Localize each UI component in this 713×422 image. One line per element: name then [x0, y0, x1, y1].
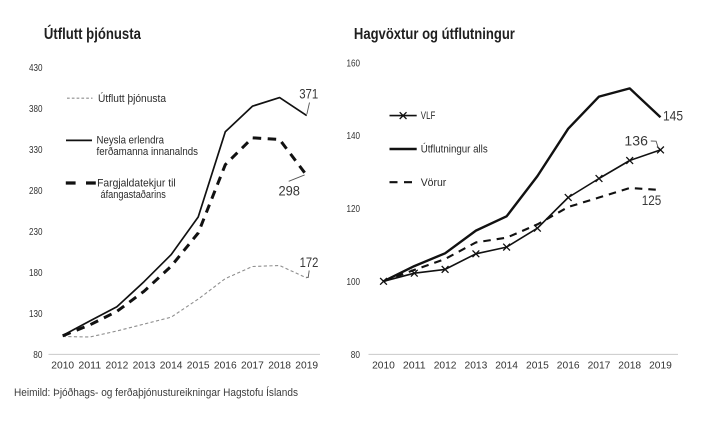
svg-text:100: 100 — [347, 277, 361, 288]
svg-text:Vörur: Vörur — [421, 177, 447, 189]
svg-text:Fargjaldatekjur til: Fargjaldatekjur til — [97, 177, 176, 189]
svg-text:ferðamanna innanalnds: ferðamanna innanalnds — [97, 146, 199, 158]
svg-text:80: 80 — [33, 350, 42, 361]
svg-text:2012: 2012 — [434, 361, 457, 372]
svg-text:280: 280 — [29, 186, 43, 197]
svg-text:2011: 2011 — [403, 361, 426, 372]
svg-text:2015: 2015 — [526, 361, 549, 372]
svg-text:130: 130 — [29, 309, 43, 320]
svg-text:140: 140 — [347, 131, 361, 142]
svg-text:2019: 2019 — [649, 361, 672, 372]
svg-text:Neysla erlendra: Neysla erlendra — [97, 134, 165, 146]
svg-text:160: 160 — [347, 58, 361, 69]
svg-text:145: 145 — [663, 107, 683, 123]
svg-text:2017: 2017 — [588, 361, 611, 372]
svg-text:180: 180 — [29, 268, 43, 279]
svg-text:2014: 2014 — [160, 361, 183, 372]
svg-text:2019: 2019 — [295, 361, 318, 372]
svg-text:298: 298 — [278, 182, 300, 198]
svg-text:430: 430 — [29, 63, 43, 74]
svg-text:2018: 2018 — [618, 361, 641, 372]
svg-text:2018: 2018 — [268, 361, 291, 372]
svg-text:Heimild: Þjóðhags- og ferðaþjó: Heimild: Þjóðhags- og ferðaþjónustureikn… — [14, 386, 299, 399]
svg-text:125: 125 — [642, 192, 662, 208]
svg-text:2017: 2017 — [241, 361, 264, 372]
svg-text:VLF: VLF — [421, 110, 436, 122]
svg-text:120: 120 — [347, 204, 361, 215]
svg-text:2015: 2015 — [187, 361, 210, 372]
svg-text:Útflutningur alls: Útflutningur alls — [421, 143, 488, 156]
svg-text:2010: 2010 — [372, 361, 395, 372]
svg-text:2013: 2013 — [133, 361, 156, 372]
svg-text:2013: 2013 — [465, 361, 488, 372]
svg-text:330: 330 — [29, 145, 43, 156]
svg-text:2011: 2011 — [78, 361, 101, 372]
svg-text:230: 230 — [29, 227, 43, 238]
svg-text:380: 380 — [29, 104, 43, 115]
svg-text:371: 371 — [299, 86, 318, 102]
svg-text:2012: 2012 — [106, 361, 129, 372]
svg-text:136: 136 — [624, 133, 648, 149]
svg-text:2014: 2014 — [495, 361, 518, 372]
svg-text:Útflutt þjónusta: Útflutt þjónusta — [98, 92, 167, 105]
svg-text:2016: 2016 — [557, 361, 580, 372]
svg-text:Hagvöxtur og útflutningur: Hagvöxtur og útflutningur — [354, 26, 515, 43]
svg-text:áfangastaðarins: áfangastaðarins — [101, 189, 167, 201]
svg-text:172: 172 — [300, 254, 319, 270]
svg-text:Útflutt þjónusta: Útflutt þjónusta — [44, 25, 141, 43]
svg-text:2016: 2016 — [214, 361, 237, 372]
svg-text:2010: 2010 — [51, 361, 74, 372]
svg-text:80: 80 — [351, 350, 360, 361]
